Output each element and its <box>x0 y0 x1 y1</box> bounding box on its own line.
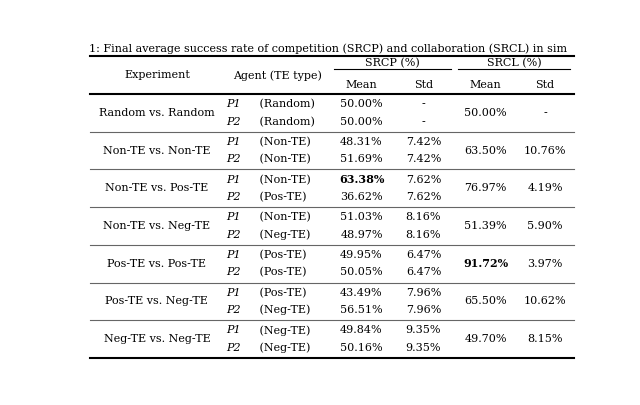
Text: 63.38%: 63.38% <box>339 174 384 185</box>
Text: P2: P2 <box>227 230 241 240</box>
Text: (Neg-TE): (Neg-TE) <box>256 305 310 315</box>
Text: 6.47%: 6.47% <box>406 267 441 277</box>
Text: Pos-TE vs. Neg-TE: Pos-TE vs. Neg-TE <box>106 296 208 307</box>
Text: 7.62%: 7.62% <box>406 192 441 202</box>
Text: 7.96%: 7.96% <box>406 288 441 298</box>
Text: 48.97%: 48.97% <box>340 230 383 240</box>
Text: 50.00%: 50.00% <box>464 108 507 118</box>
Text: -: - <box>422 99 426 109</box>
Text: (Pos-TE): (Pos-TE) <box>256 192 307 202</box>
Text: P1: P1 <box>227 212 241 222</box>
Text: SRCP (%): SRCP (%) <box>365 58 420 68</box>
Text: 49.84%: 49.84% <box>340 326 383 335</box>
Text: 76.97%: 76.97% <box>464 183 507 193</box>
Text: (Neg-TE): (Neg-TE) <box>256 325 310 336</box>
Text: 43.49%: 43.49% <box>340 288 383 298</box>
Text: Agent (TE type): Agent (TE type) <box>233 70 321 81</box>
Text: (Neg-TE): (Neg-TE) <box>256 229 310 240</box>
Text: 8.16%: 8.16% <box>406 230 441 240</box>
Text: (Random): (Random) <box>256 99 315 109</box>
Text: Experiment: Experiment <box>124 70 190 80</box>
Text: Mean: Mean <box>470 80 501 90</box>
Text: 6.47%: 6.47% <box>406 250 441 260</box>
Text: Non-TE vs. Non-TE: Non-TE vs. Non-TE <box>103 146 211 156</box>
Text: 10.62%: 10.62% <box>524 296 566 307</box>
Text: 8.16%: 8.16% <box>406 212 441 222</box>
Text: (Non-TE): (Non-TE) <box>256 175 311 185</box>
Text: 7.96%: 7.96% <box>406 305 441 315</box>
Text: 50.00%: 50.00% <box>340 117 383 127</box>
Text: 91.72%: 91.72% <box>463 258 508 269</box>
Text: 10.76%: 10.76% <box>524 146 566 156</box>
Text: 5.90%: 5.90% <box>527 221 563 231</box>
Text: 51.69%: 51.69% <box>340 154 383 164</box>
Text: P1: P1 <box>227 99 241 109</box>
Text: Non-TE vs. Neg-TE: Non-TE vs. Neg-TE <box>103 221 211 231</box>
Text: P1: P1 <box>227 326 241 335</box>
Text: Mean: Mean <box>346 80 378 90</box>
Text: -: - <box>422 117 426 127</box>
Text: (Pos-TE): (Pos-TE) <box>256 267 307 277</box>
Text: 50.00%: 50.00% <box>340 99 383 109</box>
Text: 9.35%: 9.35% <box>406 343 441 353</box>
Text: (Non-TE): (Non-TE) <box>256 137 311 147</box>
Text: P2: P2 <box>227 117 241 127</box>
Text: 51.39%: 51.39% <box>464 221 507 231</box>
Text: P2: P2 <box>227 267 241 277</box>
Text: Std: Std <box>536 80 555 90</box>
Text: 1: Final average success rate of competition (SRCP) and collaboration (SRCL) in : 1: Final average success rate of competi… <box>89 43 567 54</box>
Text: -: - <box>543 108 547 118</box>
Text: 63.50%: 63.50% <box>464 146 507 156</box>
Text: 51.03%: 51.03% <box>340 212 383 222</box>
Text: P1: P1 <box>227 288 241 298</box>
Text: P1: P1 <box>227 175 241 185</box>
Text: P2: P2 <box>227 154 241 164</box>
Text: P1: P1 <box>227 137 241 147</box>
Text: (Random): (Random) <box>256 117 315 127</box>
Text: 49.70%: 49.70% <box>464 334 507 344</box>
Text: 8.15%: 8.15% <box>527 334 563 344</box>
Text: (Pos-TE): (Pos-TE) <box>256 288 307 298</box>
Text: 49.95%: 49.95% <box>340 250 383 260</box>
Text: 36.62%: 36.62% <box>340 192 383 202</box>
Text: 65.50%: 65.50% <box>464 296 507 307</box>
Text: P2: P2 <box>227 305 241 315</box>
Text: Random vs. Random: Random vs. Random <box>99 108 215 118</box>
Text: 48.31%: 48.31% <box>340 137 383 147</box>
Text: P2: P2 <box>227 192 241 202</box>
Text: 7.42%: 7.42% <box>406 154 441 164</box>
Text: 3.97%: 3.97% <box>527 259 563 269</box>
Text: (Non-TE): (Non-TE) <box>256 154 311 164</box>
Text: 9.35%: 9.35% <box>406 326 441 335</box>
Text: 4.19%: 4.19% <box>527 183 563 193</box>
Text: 50.05%: 50.05% <box>340 267 383 277</box>
Text: SRCL (%): SRCL (%) <box>486 58 541 68</box>
Text: P1: P1 <box>227 250 241 260</box>
Text: Pos-TE vs. Pos-TE: Pos-TE vs. Pos-TE <box>108 259 206 269</box>
Text: 56.51%: 56.51% <box>340 305 383 315</box>
Text: (Pos-TE): (Pos-TE) <box>256 250 307 260</box>
Text: Neg-TE vs. Neg-TE: Neg-TE vs. Neg-TE <box>104 334 211 344</box>
Text: Non-TE vs. Pos-TE: Non-TE vs. Pos-TE <box>105 183 209 193</box>
Text: (Non-TE): (Non-TE) <box>256 212 311 222</box>
Text: P2: P2 <box>227 343 241 353</box>
Text: 7.42%: 7.42% <box>406 137 441 147</box>
Text: Std: Std <box>414 80 433 90</box>
Text: 7.62%: 7.62% <box>406 175 441 185</box>
Text: (Neg-TE): (Neg-TE) <box>256 343 310 353</box>
Text: 50.16%: 50.16% <box>340 343 383 353</box>
